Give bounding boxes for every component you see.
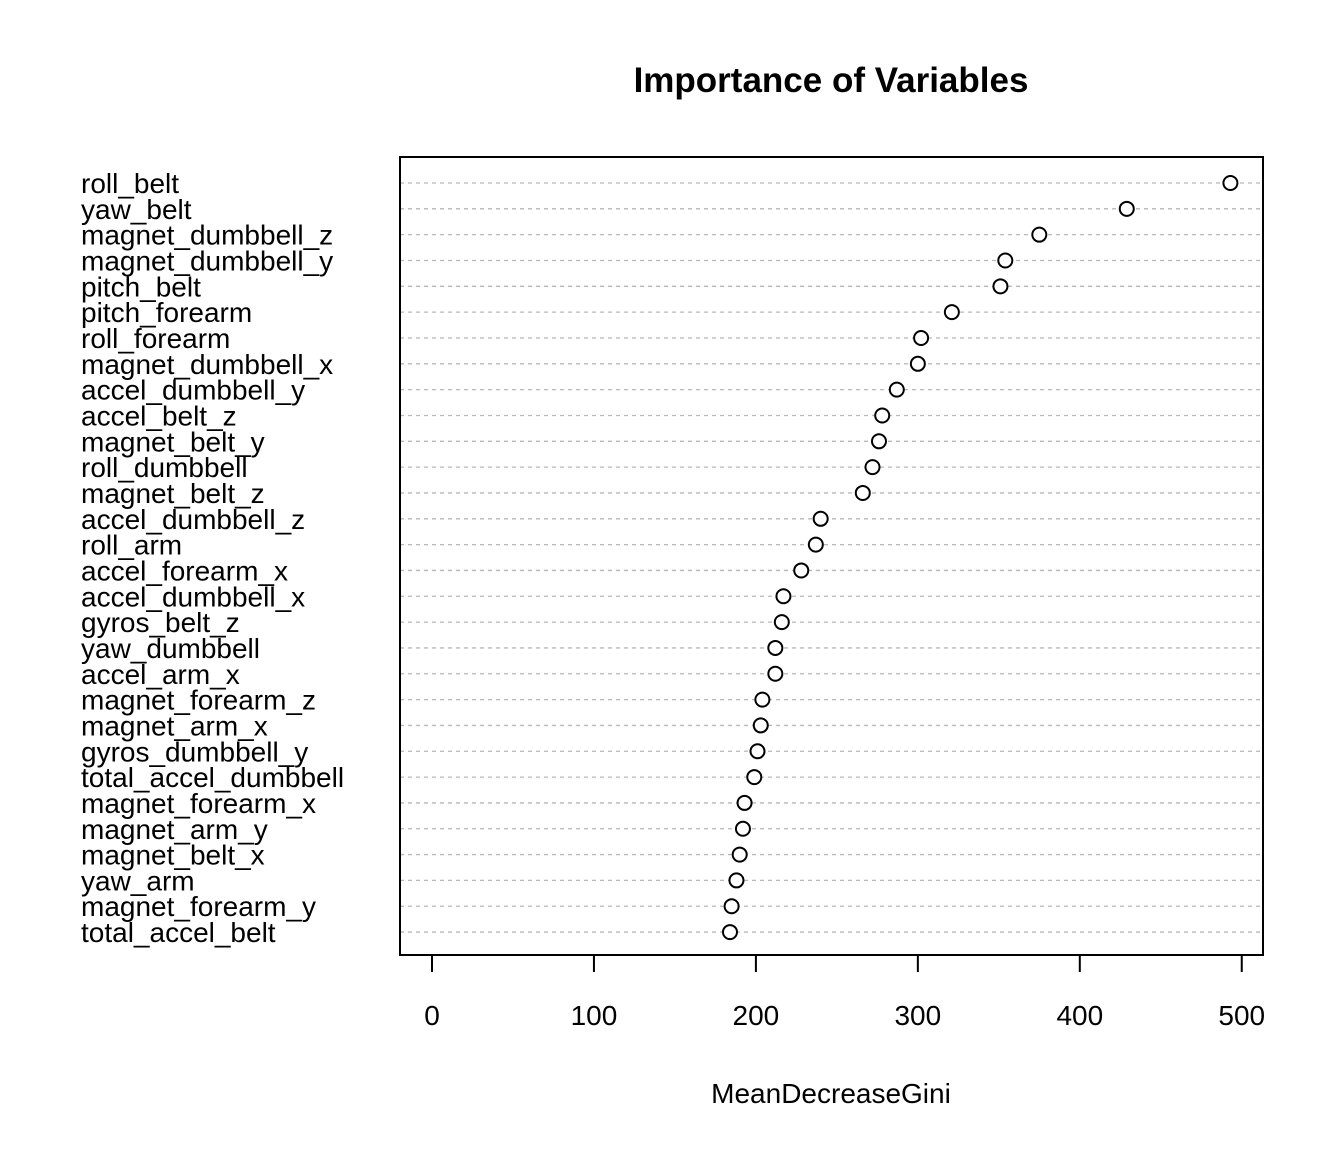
- guide-lines: [400, 182, 1263, 933]
- category-label: magnet_forearm_z: [81, 685, 316, 716]
- category-label: magnet_forearm_y: [81, 891, 316, 922]
- data-point-accel_arm_x: [767, 665, 784, 682]
- category-label: accel_arm_x: [81, 659, 240, 690]
- category-label: magnet_forearm_x: [81, 788, 316, 819]
- data-point-yaw_belt: [1118, 200, 1135, 217]
- category-label: magnet_dumbbell_z: [81, 220, 333, 251]
- data-point-roll_forearm: [913, 329, 930, 346]
- category-label: magnet_belt_z: [81, 478, 265, 509]
- category-label: accel_forearm_x: [81, 555, 288, 586]
- category-label: total_accel_dumbbell: [81, 762, 344, 793]
- category-label: yaw_arm: [81, 865, 195, 896]
- category-label: roll_dumbbell: [81, 452, 248, 483]
- data-point-pitch_forearm: [943, 304, 960, 321]
- data-point-magnet_belt_y: [870, 433, 887, 450]
- category-label: magnet_dumbbell_y: [81, 245, 333, 276]
- category-label: magnet_dumbbell_x: [81, 349, 333, 380]
- category-label: yaw_dumbbell: [81, 633, 260, 664]
- category-label: roll_belt: [81, 168, 179, 199]
- data-point-accel_belt_z: [874, 407, 891, 424]
- data-point-accel_dumbbell_z: [812, 510, 829, 527]
- category-label: roll_arm: [81, 530, 182, 561]
- data-point-gyros_dumbbell_y: [749, 743, 766, 760]
- category-label: accel_dumbbell_y: [81, 375, 305, 406]
- data-point-accel_forearm_x: [793, 562, 810, 579]
- category-label: magnet_arm_x: [81, 710, 268, 741]
- category-label: accel_dumbbell_x: [81, 581, 305, 612]
- category-label: accel_belt_z: [81, 400, 237, 431]
- data-point-pitch_belt: [992, 278, 1009, 295]
- data-point-magnet_belt_x: [731, 846, 748, 863]
- category-label: magnet_arm_y: [81, 814, 268, 845]
- x-axis-label: MeanDecreaseGini: [711, 1078, 951, 1109]
- category-label: pitch_belt: [81, 271, 201, 302]
- data-point-magnet_forearm_z: [754, 691, 771, 708]
- data-point-magnet_forearm_y: [723, 898, 740, 915]
- data-point-roll_belt: [1222, 175, 1239, 191]
- chart-title: Importance of Variables: [634, 61, 1029, 100]
- data-point-magnet_belt_z: [854, 484, 871, 501]
- data-point-magnet_dumbbell_z: [1031, 226, 1048, 243]
- data-point-magnet_dumbbell_y: [997, 252, 1014, 269]
- x-axis: 0 100 200 300 400 500: [424, 954, 1265, 1031]
- x-tick-label: 300: [894, 1000, 941, 1031]
- x-tick-label: 100: [571, 1000, 618, 1031]
- data-point-accel_dumbbell_y: [888, 381, 905, 398]
- data-point-magnet_arm_x: [752, 717, 769, 734]
- data-point-accel_dumbbell_x: [775, 588, 792, 605]
- category-label: roll_forearm: [81, 323, 230, 354]
- category-label: gyros_dumbbell_y: [81, 736, 308, 767]
- data-point-yaw_dumbbell: [767, 639, 784, 656]
- category-label: gyros_belt_z: [81, 607, 240, 638]
- data-point-magnet_dumbbell_x: [909, 355, 926, 372]
- data-point-yaw_arm: [728, 872, 745, 889]
- x-tick-label: 0: [424, 1000, 440, 1031]
- data-point-magnet_forearm_x: [736, 794, 753, 811]
- x-tick-label: 500: [1218, 1000, 1265, 1031]
- category-label: accel_dumbbell_z: [81, 504, 305, 535]
- x-tick-label: 400: [1056, 1000, 1103, 1031]
- data-point-gyros_belt_z: [773, 614, 790, 631]
- data-point-roll_arm: [807, 536, 824, 553]
- data-points: [721, 175, 1239, 941]
- data-point-roll_dumbbell: [864, 459, 881, 476]
- category-label: pitch_forearm: [81, 297, 252, 328]
- data-point-magnet_arm_y: [734, 820, 751, 837]
- data-point-total_accel_belt: [721, 924, 738, 941]
- category-label: magnet_belt_y: [81, 426, 265, 457]
- data-point-total_accel_dumbbell: [746, 769, 763, 786]
- plot-frame: [399, 156, 1264, 956]
- category-labels: roll_beltyaw_beltmagnet_dumbbell_zmagnet…: [81, 168, 344, 948]
- x-tick-label: 200: [733, 1000, 780, 1031]
- category-label: total_accel_belt: [81, 917, 276, 948]
- category-label: yaw_belt: [81, 194, 192, 225]
- category-label: magnet_belt_x: [81, 840, 265, 871]
